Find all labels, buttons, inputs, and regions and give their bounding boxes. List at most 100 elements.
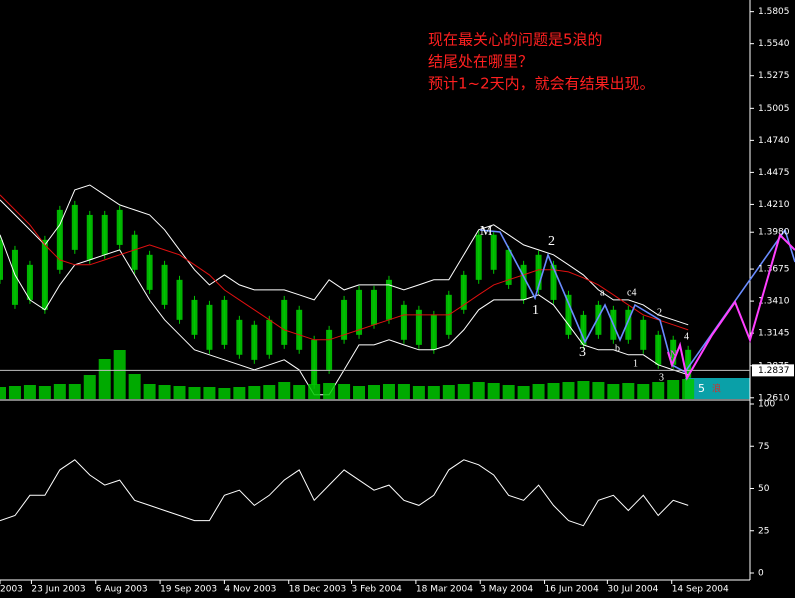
y-tick-label: 1.3980 bbox=[758, 228, 790, 238]
y-tick-label: 0 bbox=[758, 569, 764, 579]
x-tick-label: 23 Jun 2003 bbox=[31, 585, 85, 595]
volume-bar bbox=[128, 374, 141, 399]
volume-bar bbox=[652, 382, 665, 399]
y-tick-label: 1.4475 bbox=[758, 168, 790, 178]
x-tick-label: 16 Jun 2004 bbox=[545, 585, 599, 595]
y-tick-label: 75 bbox=[758, 442, 769, 452]
volume-bar bbox=[98, 359, 111, 399]
wave-label: 3 bbox=[659, 372, 664, 383]
box-label: 浪 bbox=[712, 383, 721, 395]
x-tick-label: 30 Jul 2004 bbox=[607, 585, 658, 595]
volume-bar bbox=[53, 384, 66, 399]
y-tick-label: 1.5540 bbox=[758, 39, 790, 49]
x-tick-label: 19 Sep 2003 bbox=[160, 585, 217, 595]
wave-label: 4 bbox=[684, 331, 689, 342]
x-tick-label: 3 Feb 2004 bbox=[352, 585, 403, 595]
y-tick-label: 1.3410 bbox=[758, 297, 790, 307]
price-bar bbox=[0, 239, 3, 280]
volume-bar bbox=[68, 384, 81, 399]
volume-bar bbox=[502, 385, 515, 399]
volume-bar bbox=[173, 386, 186, 399]
rsi-line bbox=[0, 459, 689, 527]
volume-bar bbox=[338, 384, 351, 399]
target-zone bbox=[685, 378, 750, 399]
wave-label: 3 bbox=[579, 345, 586, 360]
volume-bar bbox=[412, 386, 425, 399]
wave-label: 1 bbox=[633, 358, 638, 369]
volume-bar bbox=[532, 384, 545, 399]
volume-bar bbox=[607, 384, 620, 399]
volume-bar bbox=[577, 381, 590, 399]
volume-bar bbox=[682, 379, 695, 399]
volume-bar bbox=[353, 386, 366, 399]
volume-bar bbox=[23, 385, 36, 399]
wave-label: 2 bbox=[548, 234, 555, 249]
volume-bar bbox=[203, 387, 216, 399]
current-price-box bbox=[752, 364, 794, 377]
volume-bar bbox=[263, 385, 276, 399]
volume-bar bbox=[218, 388, 231, 399]
volume-bar bbox=[592, 382, 605, 399]
volume-bar bbox=[323, 383, 336, 399]
volume-bar bbox=[517, 386, 530, 399]
y-tick-label: 25 bbox=[758, 526, 769, 536]
x-tick-label: 2003 bbox=[0, 585, 23, 595]
y-tick-label: 1.3145 bbox=[758, 329, 790, 339]
x-tick-label: 6 Aug 2003 bbox=[96, 585, 148, 595]
note-line: 预计1~2天内，就会有结果出现。 bbox=[428, 75, 655, 93]
x-tick-label: 18 Dec 2003 bbox=[289, 585, 347, 595]
volume-bar bbox=[83, 375, 96, 399]
y-tick-label: 1.5275 bbox=[758, 71, 790, 81]
y-tick-label: 1.2610 bbox=[758, 393, 790, 403]
volume-bar bbox=[667, 380, 680, 399]
y-tick-label: 1.4210 bbox=[758, 200, 790, 210]
volume-bar bbox=[487, 383, 500, 399]
x-tick-label: 18 Mar 2004 bbox=[416, 585, 473, 595]
wave-label: 1 bbox=[532, 303, 539, 318]
wave-label: M bbox=[480, 224, 493, 239]
x-tick-label: 3 May 2004 bbox=[480, 585, 533, 595]
y-tick-label: 1.5805 bbox=[758, 7, 790, 17]
x-tick-label: 4 Nov 2003 bbox=[224, 585, 276, 595]
volume-bar bbox=[368, 385, 380, 399]
volume-bar bbox=[113, 350, 126, 399]
y-tick-label: 1.4740 bbox=[758, 136, 790, 146]
y-tick-label: 50 bbox=[758, 484, 770, 494]
y-tick-label: 100 bbox=[758, 400, 775, 410]
box-label: 5 bbox=[698, 382, 705, 395]
wave-label: c4 bbox=[627, 287, 636, 298]
note-line: 结尾处在哪里？ bbox=[428, 53, 533, 71]
volume-bar bbox=[188, 387, 201, 399]
volume-bar bbox=[143, 384, 156, 399]
volume-bar bbox=[457, 384, 470, 399]
y-tick-label: 1.3675 bbox=[758, 265, 790, 275]
volume-bar bbox=[233, 387, 246, 399]
volume-bar bbox=[472, 382, 485, 399]
volume-bar bbox=[622, 383, 635, 399]
note-line: 现在最关心的问题是5浪的 bbox=[428, 31, 603, 49]
volume-bar bbox=[278, 382, 291, 399]
wave-label: a bbox=[600, 287, 605, 298]
volume-bar bbox=[38, 386, 51, 399]
volume-bar bbox=[8, 386, 21, 399]
projection-line bbox=[667, 233, 795, 381]
indicator-line bbox=[0, 184, 689, 326]
plot-area bbox=[0, 184, 695, 527]
volume-bar bbox=[547, 383, 560, 399]
volume-bar bbox=[248, 386, 261, 399]
x-tick-label: 14 Sep 2004 bbox=[672, 585, 729, 595]
y-tick-label: 1.5005 bbox=[758, 104, 790, 114]
volume-bar bbox=[293, 385, 306, 399]
indicator-line bbox=[0, 194, 689, 341]
volume-bar bbox=[637, 384, 650, 399]
volume-bar bbox=[308, 384, 321, 399]
wave-label: b bbox=[615, 343, 620, 354]
current-price-label: 1.2837 bbox=[758, 366, 790, 376]
wave-label: N bbox=[670, 349, 677, 360]
volume-bar bbox=[382, 384, 395, 399]
volume-bar bbox=[562, 382, 575, 399]
wave-label: 2 bbox=[657, 307, 662, 318]
